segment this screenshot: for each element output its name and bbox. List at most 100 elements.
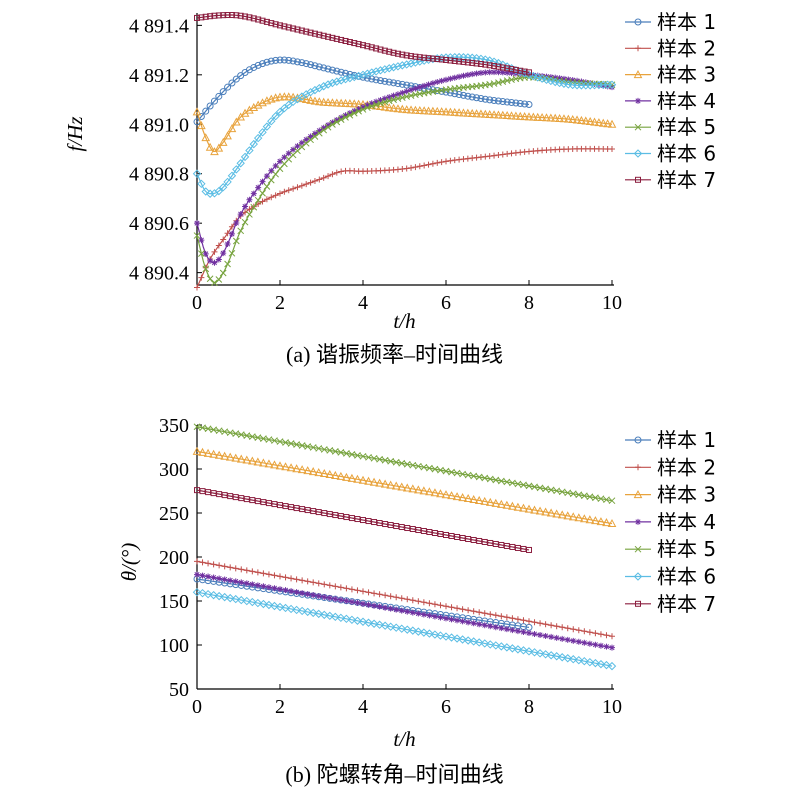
data-point (237, 227, 245, 235)
data-point (336, 613, 346, 623)
data-point (393, 62, 403, 71)
data-point (603, 119, 612, 128)
data-point (320, 610, 329, 620)
data-point (254, 61, 262, 69)
data-point (342, 614, 351, 624)
x-tick-label: 10 (602, 696, 622, 718)
data-point (240, 152, 250, 162)
data-point (303, 28, 310, 35)
data-point (487, 539, 494, 546)
data-point (354, 451, 361, 459)
data-point (224, 83, 232, 91)
data-point (194, 220, 200, 227)
data-point (358, 475, 368, 484)
data-point (338, 168, 345, 175)
data-point (607, 519, 617, 528)
data-point (205, 560, 212, 567)
data-point (307, 61, 315, 69)
data-point (537, 112, 547, 122)
data-point (389, 63, 398, 72)
chart-frequency-time: 4 890.4 4 890.6 4 890.8 4 891.0 4 891.2 4 891… (63, 10, 716, 367)
data-point (320, 174, 327, 181)
data-point (539, 73, 546, 80)
data-point (263, 58, 271, 66)
data-point (564, 625, 571, 632)
data-point (603, 632, 610, 639)
data-point (353, 474, 362, 483)
data-point (210, 426, 217, 434)
data-point (304, 443, 312, 450)
data-point (537, 620, 544, 627)
data-point (281, 188, 288, 195)
data-point (341, 75, 350, 84)
data-point (241, 218, 249, 226)
data-point (520, 481, 527, 489)
legend-label: 样本 6 (657, 142, 716, 166)
data-point (420, 599, 427, 606)
data-point (288, 504, 295, 511)
data-point (503, 614, 510, 621)
data-point (514, 616, 521, 623)
data-point (403, 625, 412, 634)
data-point (458, 493, 467, 502)
data-point (473, 70, 480, 77)
y-axis-label: f/Hz (63, 116, 87, 151)
data-point (337, 584, 344, 591)
data-point (580, 656, 589, 666)
data-point (470, 608, 477, 615)
data-point (434, 159, 441, 166)
data-point (259, 599, 268, 609)
data-point (380, 102, 390, 111)
data-point (219, 269, 227, 277)
data-point (429, 55, 436, 62)
data-point (426, 464, 433, 472)
data-point (227, 577, 234, 584)
data-point (333, 67, 341, 75)
data-point (419, 106, 429, 115)
data-point (228, 230, 235, 237)
data-point (575, 627, 582, 634)
data-point (494, 97, 502, 105)
data-point (250, 203, 258, 211)
data-point (319, 468, 329, 478)
data-point (597, 495, 605, 503)
data-point (434, 78, 441, 85)
data-point (267, 116, 276, 126)
data-point (581, 116, 591, 125)
data-point (220, 592, 229, 602)
data-point (393, 606, 400, 613)
data-point (508, 501, 517, 510)
data-point (311, 130, 318, 137)
data-point (215, 427, 223, 435)
data-point (246, 14, 253, 21)
data-point (398, 524, 405, 531)
data-point (237, 595, 246, 605)
data-point (377, 99, 384, 107)
data-point (557, 653, 567, 662)
data-point (364, 476, 373, 485)
data-point (520, 112, 529, 121)
data-point (481, 474, 489, 482)
data-point (398, 459, 406, 467)
legend-entry: 样本 3 (625, 483, 716, 507)
data-point (320, 32, 327, 39)
data-point (386, 48, 393, 55)
data-point (472, 109, 481, 118)
data-point (337, 449, 345, 456)
data-point (509, 627, 516, 634)
data-point (519, 646, 528, 655)
data-point (286, 604, 296, 614)
data-point (591, 658, 600, 668)
data-point (507, 111, 516, 120)
data-point (424, 106, 433, 115)
data-point (531, 483, 538, 491)
data-point (447, 75, 454, 82)
data-point (464, 71, 471, 78)
data-point (608, 497, 616, 505)
data-point (320, 446, 328, 453)
data-point (307, 179, 314, 186)
data-point (302, 60, 310, 68)
data-point (371, 67, 381, 76)
data-point (226, 429, 234, 437)
data-point (438, 77, 445, 84)
